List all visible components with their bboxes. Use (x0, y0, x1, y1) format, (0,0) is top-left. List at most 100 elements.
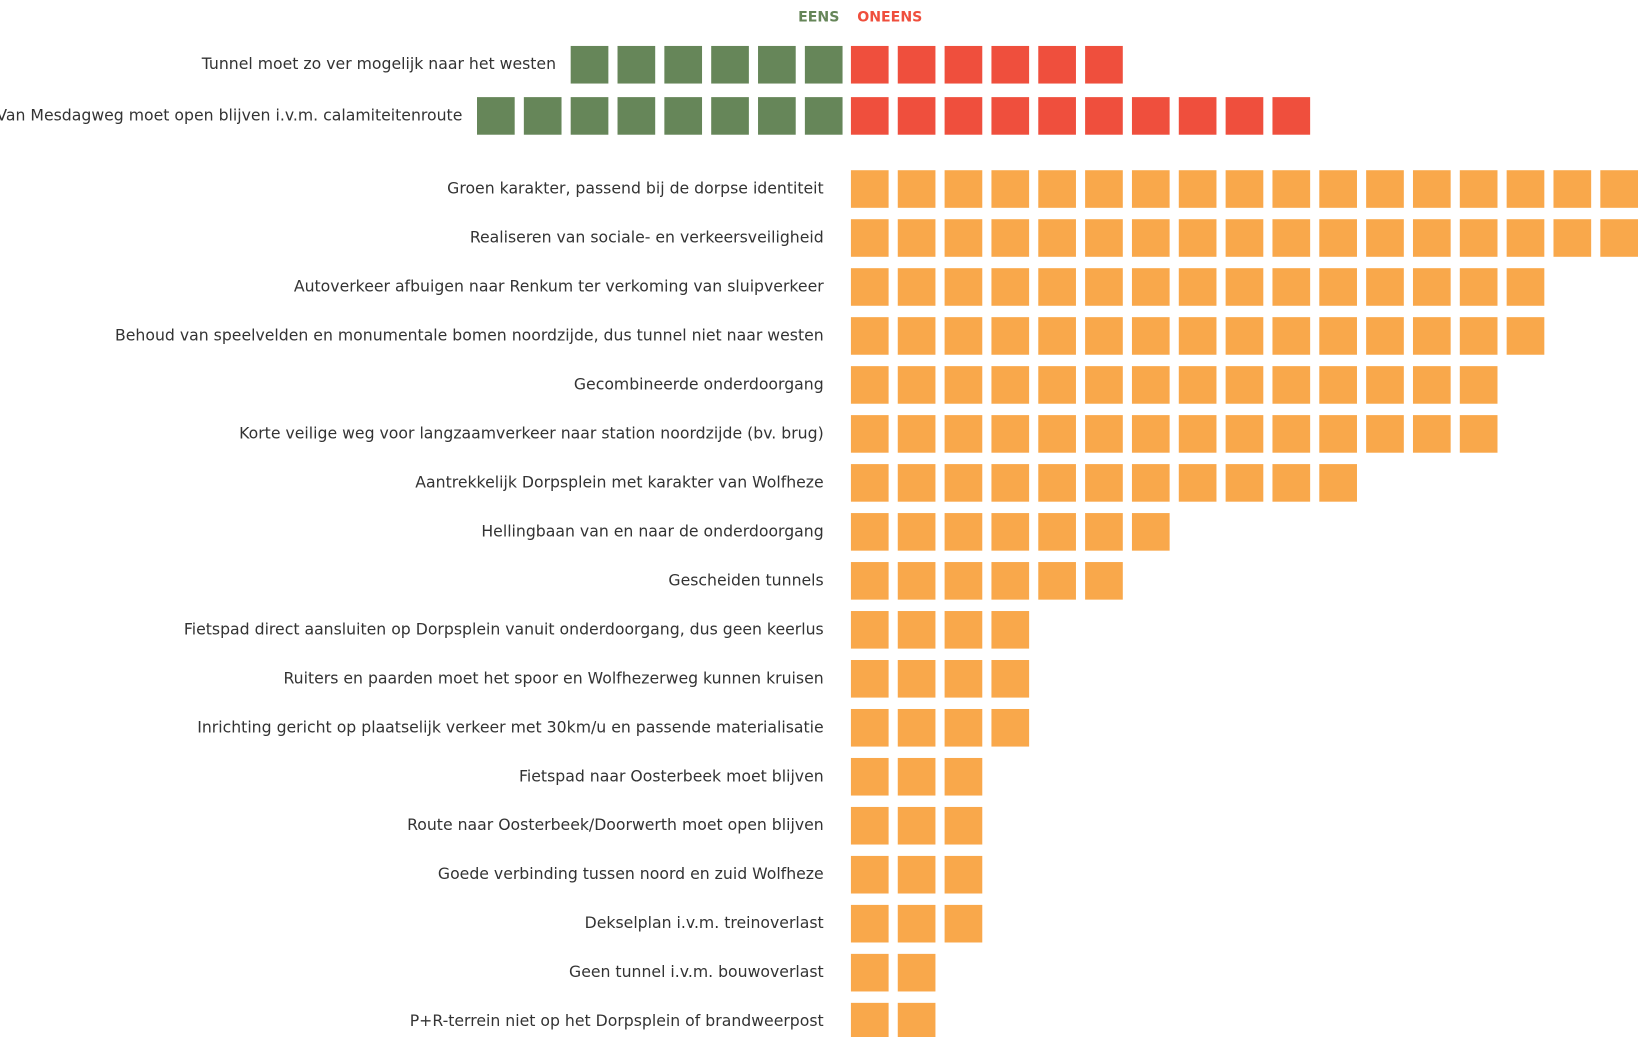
unit-square (1366, 268, 1404, 306)
unit-square (850, 170, 889, 208)
unit-square (850, 317, 889, 355)
unit-square (1506, 219, 1545, 257)
unit-square (1319, 268, 1357, 306)
unit-square (850, 855, 889, 894)
unit-square (944, 513, 983, 551)
unit-square (1038, 45, 1076, 84)
unit-square (1178, 170, 1217, 208)
unit-square (1038, 415, 1076, 453)
unit-square (897, 366, 936, 404)
unit-square (897, 464, 936, 502)
unit-square (850, 660, 889, 698)
unit-square (1178, 97, 1217, 135)
unit-square (1412, 366, 1451, 404)
row-label: Route naar Oosterbeek/Doorwerth moet ope… (407, 815, 824, 834)
unit-row (850, 1002, 936, 1037)
unit-square (1038, 464, 1076, 502)
unit-square (758, 45, 796, 84)
unit-square (944, 268, 983, 306)
unit-square (991, 219, 1030, 257)
unit-square (711, 97, 749, 135)
unit-square (1085, 513, 1123, 551)
unit-square (850, 708, 889, 747)
unit-square (944, 757, 983, 796)
unit-square (1506, 170, 1545, 208)
unit-row (850, 953, 936, 992)
row-label: Inrichting gericht op plaatselijk verkee… (197, 717, 823, 736)
unit-square (991, 317, 1030, 355)
row-label: Autoverkeer afbuigen naar Renkum ter ver… (294, 276, 824, 295)
row-label: Fietspad naar Oosterbeek moet blijven (519, 766, 824, 785)
row-label: Realiseren van sociale- en verkeersveili… (470, 228, 824, 247)
unit-square (1131, 513, 1170, 551)
unit-square (991, 611, 1030, 649)
unit-square (664, 45, 703, 84)
unit-square (897, 219, 936, 257)
unit-square (944, 415, 983, 453)
unit-square (1459, 268, 1498, 306)
unit-square (1131, 97, 1170, 135)
unit-square (1412, 219, 1451, 257)
unit-square (1506, 268, 1545, 306)
row-label: Korte veilige weg voor langzaamverkeer n… (239, 423, 824, 442)
unit-square (1085, 415, 1123, 453)
unit-square (991, 97, 1030, 135)
unit-row (850, 757, 983, 796)
unit-square (1272, 97, 1311, 135)
unit-square (897, 660, 936, 698)
unit-square (897, 904, 936, 943)
unit-square (1272, 415, 1311, 453)
unit-square (850, 562, 889, 600)
unit-square (991, 415, 1030, 453)
unit-square (850, 1002, 889, 1037)
unit-square (850, 366, 889, 404)
unit-square (1131, 415, 1170, 453)
unit-square (944, 45, 983, 84)
unit-square (944, 464, 983, 502)
row-label: Goede verbinding tussen noord en zuid Wo… (438, 864, 824, 883)
unit-square (617, 97, 656, 135)
unit-row (850, 708, 1030, 747)
unit-square (944, 562, 983, 600)
unit-square (1319, 366, 1357, 404)
unit-square (1225, 366, 1264, 404)
unit-square (1038, 562, 1076, 600)
legend-disagree: ONEENS (857, 10, 922, 26)
unit-row (850, 904, 983, 943)
unit-square (1038, 268, 1076, 306)
unit-square (1038, 513, 1076, 551)
legend-agree: EENS (798, 10, 839, 26)
unit-square (1272, 317, 1311, 355)
unit-square (758, 97, 796, 135)
unit-square (944, 904, 983, 943)
unit-square (897, 757, 936, 796)
disagree-units (850, 97, 1311, 135)
unit-square (1600, 219, 1638, 257)
unit-square (991, 268, 1030, 306)
unit-square (1366, 317, 1404, 355)
unit-square (1225, 97, 1264, 135)
unit-square (897, 806, 936, 845)
unit-square (1131, 366, 1170, 404)
unit-square (1038, 317, 1076, 355)
unit-row (850, 660, 1030, 698)
unit-square (804, 97, 843, 135)
unit-square (711, 45, 749, 84)
unit-square (897, 97, 936, 135)
unit-square (1366, 366, 1404, 404)
unit-square (804, 45, 843, 84)
unit-square (1272, 268, 1311, 306)
unit-square (944, 708, 983, 747)
unit-square (1319, 317, 1357, 355)
unit-square (1459, 219, 1498, 257)
unit-square (1178, 366, 1217, 404)
unit-square (897, 1002, 936, 1037)
unit-square (1225, 317, 1264, 355)
unit-square (1085, 366, 1123, 404)
unit-square (850, 464, 889, 502)
unit-square (1366, 170, 1404, 208)
unit-square (664, 97, 703, 135)
unit-square (991, 170, 1030, 208)
unit-square (1085, 97, 1123, 135)
unit-square (991, 45, 1030, 84)
